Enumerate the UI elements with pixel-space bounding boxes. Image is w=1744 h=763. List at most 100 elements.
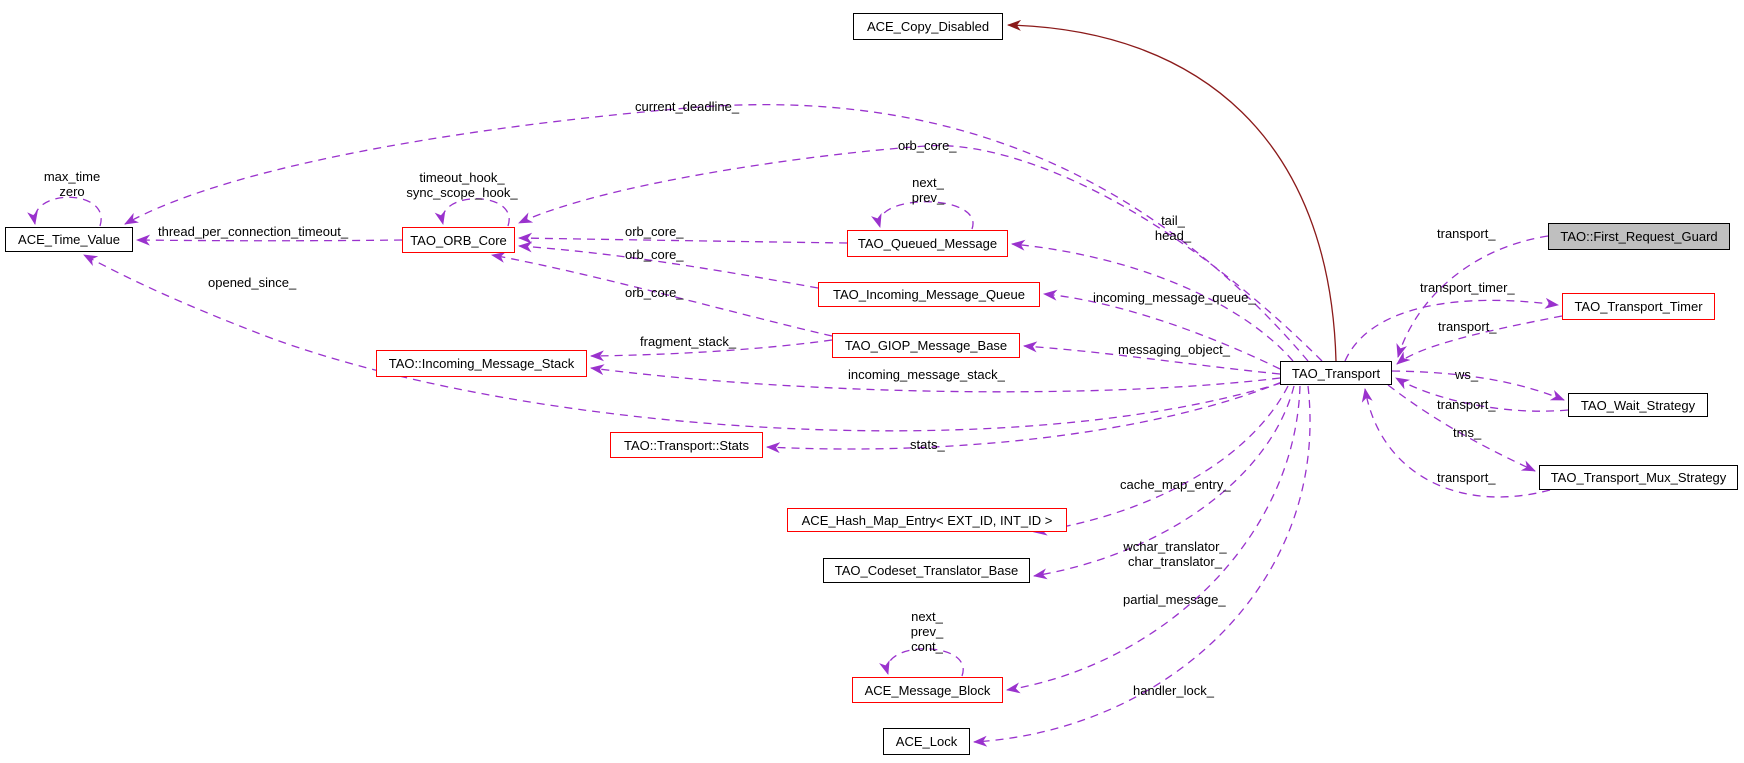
edge-fragment-stack: [590, 339, 833, 362]
node-label: TAO::Incoming_Message_Stack: [388, 356, 575, 371]
edge-transport-timer: [1344, 297, 1559, 362]
node-ace-hash-map-entry[interactable]: ACE_Hash_Map_Entry< EXT_ID, INT_ID >: [787, 508, 1067, 532]
edge-current-deadline: [124, 104, 1309, 362]
node-tao-first-request-guard[interactable]: TAO::First_Request_Guard: [1548, 223, 1730, 250]
edge-label-orb-core-1: orb_core_: [625, 224, 684, 239]
edge-label-line: zero: [59, 184, 85, 199]
node-tao-wait-strategy[interactable]: TAO_Wait_Strategy: [1568, 393, 1708, 417]
node-ace-lock[interactable]: ACE_Lock: [883, 728, 970, 755]
node-label: TAO_Codeset_Translator_Base: [834, 563, 1019, 578]
node-tao-codeset-translator-base[interactable]: TAO_Codeset_Translator_Base: [823, 558, 1030, 583]
edge-label-next-prev-cont: next_ prev_ cont_: [911, 609, 944, 654]
edge-stats: [766, 381, 1283, 454]
node-tao-incoming-message-queue[interactable]: TAO_Incoming_Message_Queue: [818, 282, 1040, 307]
edge-handler-lock: [973, 385, 1311, 747]
edge-label-line: timeout_hook_: [419, 170, 505, 185]
node-label: TAO_Transport_Mux_Strategy: [1550, 470, 1727, 485]
edge-loop-queued-message: [871, 201, 974, 230]
node-ace-time-value[interactable]: ACE_Time_Value: [5, 227, 133, 252]
edge-label-line: head_: [1154, 228, 1192, 243]
edge-opened-since: [83, 254, 1282, 432]
edge-label-next-prev: next_ prev_: [912, 175, 945, 205]
edge-label-transport-ws-back: transport_: [1437, 397, 1496, 412]
node-label: TAO_ORB_Core: [410, 232, 507, 248]
node-label: TAO_GIOP_Message_Base: [844, 338, 1008, 353]
edge-inheritance-copy-disabled: [1007, 19, 1337, 362]
node-label: TAO_Transport_Timer: [1574, 299, 1703, 314]
node-tao-transport-timer[interactable]: TAO_Transport_Timer: [1562, 293, 1715, 320]
node-label: ACE_Time_Value: [18, 232, 120, 247]
edge-transport-timer-back: [1396, 315, 1563, 365]
edge-codeset-translators: [1033, 385, 1295, 580]
edge-label-line: prev_: [910, 624, 944, 639]
edge-label-line: tail_: [1161, 213, 1185, 228]
node-label: TAO_Incoming_Message_Queue: [833, 287, 1025, 302]
edge-tms: [1387, 384, 1536, 472]
edge-label-current-deadline: current_deadline_: [635, 99, 740, 114]
edge-label-stats: stats_: [910, 437, 945, 452]
edge-label-transport-tms-back: transport_: [1437, 470, 1496, 485]
edge-label-thread-per-connection-timeout: thread_per_connection_timeout_: [158, 224, 349, 239]
edge-thread-per-connection-timeout: [136, 234, 403, 246]
edge-orb-core-top: [518, 144, 1323, 362]
edge-orb-core-2: [518, 241, 819, 289]
edge-label-timeout-sync-hooks: timeout_hook_ sync_scope_hook_: [406, 170, 517, 200]
edge-cache-map-entry: [1033, 385, 1289, 536]
node-ace-copy-disabled[interactable]: ACE_Copy_Disabled: [853, 13, 1003, 40]
node-label: TAO_Wait_Strategy: [1580, 397, 1696, 413]
node-tao-incoming-message-stack[interactable]: TAO::Incoming_Message_Stack: [376, 350, 587, 377]
node-label: TAO::Transport::Stats: [624, 437, 749, 453]
edge-transport-ws-back: [1395, 377, 1569, 412]
edge-label-line: wchar_translator_: [1123, 539, 1227, 554]
edge-ws: [1391, 370, 1565, 401]
node-label: ACE_Lock: [895, 734, 958, 749]
node-tao-queued-message[interactable]: TAO_Queued_Message: [847, 230, 1008, 257]
node-label: ACE_Hash_Map_Entry< EXT_ID, INT_ID >: [801, 512, 1053, 528]
edge-orb-core-1: [518, 232, 848, 244]
edge-tail-head: [1011, 239, 1294, 362]
edge-label-partial-message: partial_message_: [1123, 592, 1226, 607]
edge-label-handler-lock: handler_lock_: [1133, 683, 1214, 698]
node-label: ACE_Copy_Disabled: [866, 19, 990, 34]
node-tao-orb-core[interactable]: TAO_ORB_Core: [402, 227, 515, 253]
edge-messaging-object: [1023, 341, 1281, 375]
edge-loop-orb-core: [434, 198, 510, 227]
edge-label-ws: ws_: [1455, 367, 1479, 382]
edge-label-messaging-object: messaging_object_: [1118, 342, 1231, 357]
edge-transport-guard: [1396, 235, 1549, 358]
edge-incoming-message-stack: [590, 364, 1281, 393]
edge-label-transport-timer: transport_timer_: [1420, 280, 1515, 295]
edge-label-orb-core-2: orb_core_: [625, 247, 684, 262]
node-label: TAO::First_Request_Guard: [1560, 229, 1718, 244]
node-label: ACE_Message_Block: [864, 682, 991, 698]
edge-loop-time-value: [27, 196, 102, 227]
edge-transport-tms-back: [1361, 388, 1551, 498]
edge-label-fragment-stack: fragment_stack_: [640, 334, 737, 349]
node-tao-transport-stats[interactable]: TAO::Transport::Stats: [610, 432, 763, 458]
node-tao-giop-message-base[interactable]: TAO_GIOP_Message_Base: [832, 333, 1020, 358]
node-label: TAO_Transport: [1291, 365, 1381, 381]
edge-label-transport-timer-back: transport_: [1438, 319, 1497, 334]
edge-label-opened-since: opened_since_: [208, 275, 297, 290]
edge-label-translators: wchar_translator_ char_translator_: [1123, 539, 1226, 569]
edge-label-tms: tms_: [1453, 425, 1482, 440]
edge-label-orb-core-3: orb_core_: [625, 285, 684, 300]
edge-label-incoming-message-stack: incoming_message_stack_: [848, 367, 1005, 382]
node-tao-transport[interactable]: TAO_Transport: [1280, 361, 1392, 385]
edge-partial-message: [1006, 385, 1301, 694]
edge-label-line: char_translator_: [1128, 554, 1222, 569]
edge-label-orb-core-top: orb_core_: [898, 138, 957, 153]
node-ace-message-block[interactable]: ACE_Message_Block: [852, 677, 1003, 703]
node-tao-transport-mux-strategy[interactable]: TAO_Transport_Mux_Strategy: [1539, 465, 1738, 490]
edge-label-cache-map-entry: cache_map_entry_: [1120, 477, 1231, 492]
node-label: TAO_Queued_Message: [857, 236, 998, 251]
edge-incoming-message-queue: [1043, 289, 1281, 370]
edge-label-line: next_: [911, 609, 943, 624]
edge-label-transport-guard: transport_: [1437, 226, 1496, 241]
edge-label-line: prev_: [911, 190, 945, 205]
edge-label-tail-head: tail_ head_: [1155, 213, 1191, 243]
edge-label-incoming-message-queue: incoming_message_queue_: [1093, 290, 1256, 305]
edge-label-line: max_time: [43, 169, 101, 184]
